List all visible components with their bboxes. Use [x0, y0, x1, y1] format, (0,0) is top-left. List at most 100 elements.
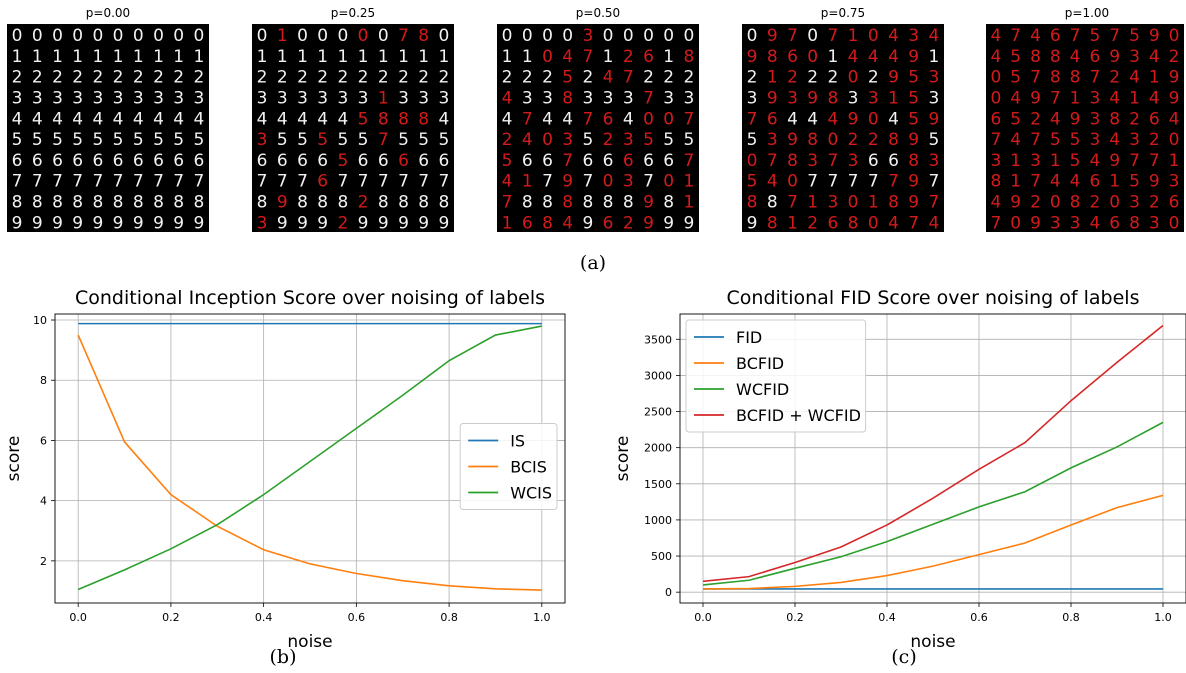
y-tick-label: 10 [33, 314, 47, 327]
digit-sample: 9 [1109, 151, 1120, 171]
digit-sample: 1 [522, 172, 533, 192]
digit-sample: 2 [848, 130, 859, 150]
digit-sample: 7 [582, 172, 593, 192]
y-axis-label: score [4, 436, 24, 482]
digit-sample: 7 [193, 172, 204, 192]
digit-sample: 8 [378, 109, 389, 129]
digit-grid-title: p=0.25 [330, 6, 376, 20]
digit-sample: 8 [173, 192, 184, 212]
digit-sample: 0 [1169, 213, 1180, 232]
digit-sample: 3 [1129, 130, 1140, 150]
digit-sample: 4 [827, 109, 838, 129]
digit-sample: 1 [848, 26, 859, 46]
digit-sample: 3 [848, 151, 859, 171]
digit-sample: 7 [1010, 26, 1021, 46]
digit-sample: 4 [257, 109, 268, 129]
digit-sample: 4 [113, 109, 124, 129]
digit-sample: 0 [868, 213, 879, 232]
digit-sample: 4 [1129, 68, 1140, 88]
digit-sample: 8 [623, 192, 634, 212]
digit-sample: 8 [562, 88, 573, 108]
digit-sample: 3 [257, 130, 268, 150]
digit-sample: 4 [1109, 130, 1120, 150]
digit-sample: 7 [908, 213, 919, 232]
digit-sample: 1 [337, 47, 348, 67]
digit-sample: 9 [297, 213, 308, 232]
digit-sample: 0 [12, 26, 23, 46]
digit-sample: 1 [32, 47, 43, 67]
digit-sample: 9 [317, 213, 328, 232]
digit-sample: 8 [542, 192, 553, 212]
digit-sample: 0 [378, 26, 389, 46]
digit-sample: 4 [928, 213, 939, 232]
digit-sample: 0 [438, 26, 449, 46]
digit-sample: 5 [1010, 109, 1021, 129]
digit-sample: 3 [522, 88, 533, 108]
digit-sample: 1 [767, 68, 778, 88]
digit-sample: 9 [928, 109, 939, 129]
digit-sample: 6 [1109, 213, 1120, 232]
digit-sample: 0 [1169, 26, 1180, 46]
digit-sample: 0 [502, 26, 513, 46]
digit-sample: 7 [582, 47, 593, 67]
x-axis-label: noise [287, 632, 332, 652]
digit-sample: 3 [1129, 47, 1140, 67]
digit-sample: 4 [502, 109, 513, 129]
digit-sample: 8 [32, 192, 43, 212]
x-tick-label: 0.2 [786, 611, 804, 624]
digit-sample: 9 [1169, 88, 1180, 108]
digit-sample: 3 [1089, 88, 1100, 108]
digit-grid-title: p=0.00 [85, 6, 131, 20]
y-tick-label: 4 [40, 495, 47, 508]
digit-sample: 3 [1089, 109, 1100, 129]
digit-sample: 4 [1149, 88, 1160, 108]
digit-sample: 0 [787, 172, 798, 192]
digit-sample: 3 [562, 130, 573, 150]
digit-sample: 2 [173, 68, 184, 88]
digit-sample: 8 [582, 192, 593, 212]
digit-sample: 3 [257, 88, 268, 108]
digit-sample: 2 [12, 68, 23, 88]
digit-sample: 5 [683, 130, 694, 150]
digit-sample: 5 [562, 68, 573, 88]
digit-sample: 0 [72, 26, 83, 46]
digit-sample: 2 [378, 68, 389, 88]
digit-sample: 0 [522, 26, 533, 46]
digit-sample: 7 [1109, 26, 1120, 46]
digit-sample: 5 [1010, 47, 1021, 67]
digit-sample: 3 [623, 130, 634, 150]
digit-sample: 3 [807, 151, 818, 171]
digit-sample: 9 [1169, 68, 1180, 88]
digit-sample: 4 [888, 47, 899, 67]
digit-sample: 9 [747, 47, 758, 67]
digit-sample: 0 [52, 26, 63, 46]
digit-sample: 5 [502, 151, 513, 171]
digit-sample: 1 [378, 47, 389, 67]
y-tick-label: 1500 [644, 478, 672, 491]
digit-sample: 6 [113, 151, 124, 171]
digit-sample: 7 [358, 172, 369, 192]
digit-sample: 2 [1169, 47, 1180, 67]
digit-sample: 0 [868, 26, 879, 46]
digit-sample: 1 [683, 172, 694, 192]
caption-b: (b) [269, 646, 297, 668]
digit-grid-title: p=0.50 [575, 6, 621, 20]
digit-sample: 1 [1010, 172, 1021, 192]
digit-sample: 9 [908, 130, 919, 150]
digit-sample: 3 [1070, 213, 1081, 232]
digit-sample: 4 [277, 109, 288, 129]
digit-sample: 9 [767, 26, 778, 46]
digit-sample: 7 [1030, 130, 1041, 150]
digit-sample: 8 [12, 192, 23, 212]
digit-sample: 3 [193, 88, 204, 108]
digit-sample: 4 [52, 109, 63, 129]
digit-sample: 0 [1169, 130, 1180, 150]
digit-sample: 0 [603, 172, 614, 192]
digit-sample: 6 [133, 151, 144, 171]
digit-sample: 9 [643, 213, 654, 232]
digit-sample: 6 [663, 151, 674, 171]
digit-sample: 0 [133, 26, 144, 46]
digit-sample: 1 [1050, 151, 1061, 171]
digit-sample: 3 [337, 88, 348, 108]
digit-sample: 5 [358, 109, 369, 129]
